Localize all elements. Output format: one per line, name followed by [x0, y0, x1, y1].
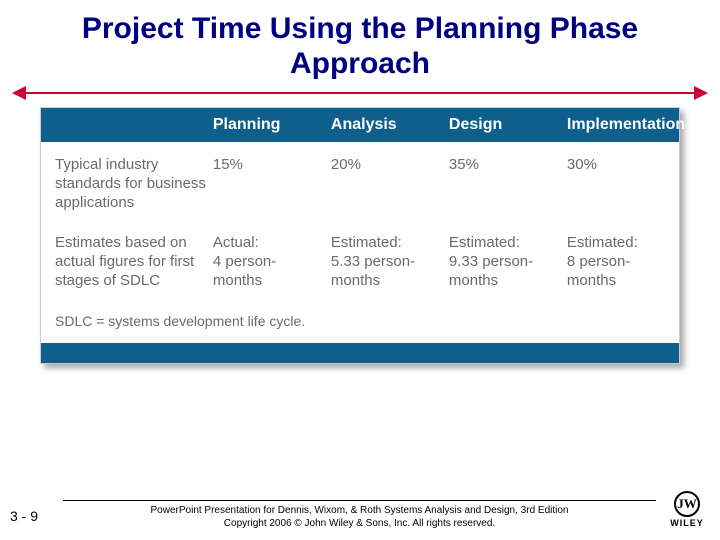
cell: 15%: [207, 156, 325, 212]
table-row: Estimates based on actual figures for fi…: [41, 220, 679, 298]
phase-table: Planning Analysis Design Implementation …: [40, 107, 680, 364]
divider-line: [20, 92, 700, 94]
cell-head: Estimated:: [567, 234, 679, 253]
cell: Estimated: 9.33 person-months: [443, 234, 561, 290]
cell: Estimated: 8 person-months: [561, 234, 679, 290]
credits: PowerPoint Presentation for Dennis, Wixo…: [63, 500, 656, 530]
publisher-logo: JW WILEY: [664, 491, 720, 530]
col-analysis: Analysis: [325, 116, 443, 134]
wiley-name: WILEY: [664, 518, 710, 528]
table-row: Typical industry standards for business …: [41, 142, 679, 220]
table-bottom-bar: [41, 343, 679, 363]
page-number: 3 - 9: [0, 508, 55, 530]
col-implementation: Implementation: [561, 116, 679, 134]
row-label: Estimates based on actual figures for fi…: [41, 234, 207, 290]
table-header-row: Planning Analysis Design Implementation: [41, 108, 679, 142]
col-planning: Planning: [207, 116, 325, 134]
cell-value: 9.33 person-months: [449, 253, 533, 289]
title-divider: [20, 89, 700, 97]
arrow-right-icon: [694, 86, 708, 100]
header-spacer: [41, 116, 207, 134]
cell-value: 8 person-months: [567, 253, 630, 289]
slide-footer: 3 - 9 PowerPoint Presentation for Dennis…: [0, 491, 720, 530]
cell: 20%: [325, 156, 443, 212]
cell: Actual: 4 person-months: [207, 234, 325, 290]
credit-line-1: PowerPoint Presentation for Dennis, Wixo…: [63, 504, 656, 517]
cell-head: Actual:: [213, 234, 325, 253]
credit-line-2: Copyright 2006 © John Wiley & Sons, Inc.…: [63, 517, 656, 530]
table-footnote: SDLC = systems development life cycle.: [41, 299, 679, 343]
row-label: Typical industry standards for business …: [41, 156, 207, 212]
cell-value: 4 person-months: [213, 253, 276, 289]
cell: 30%: [561, 156, 679, 212]
col-design: Design: [443, 116, 561, 134]
cell-value: 5.33 person-months: [331, 253, 415, 289]
wiley-mark-icon: JW: [674, 491, 700, 517]
cell-head: Estimated:: [331, 234, 443, 253]
slide-title: Project Time Using the Planning Phase Ap…: [0, 0, 720, 89]
cell: Estimated: 5.33 person-months: [325, 234, 443, 290]
cell-head: Estimated:: [449, 234, 561, 253]
cell: 35%: [443, 156, 561, 212]
